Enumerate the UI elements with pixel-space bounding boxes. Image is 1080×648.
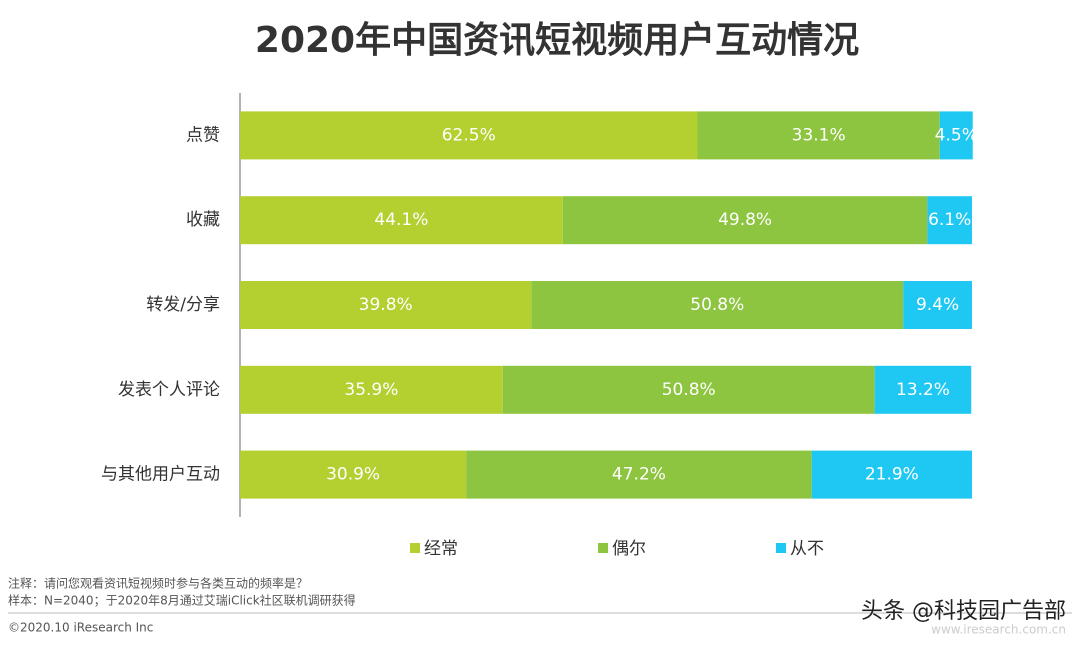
y-tick-label: 点赞 <box>186 125 220 145</box>
bar-segment <box>874 365 972 414</box>
value-label: 62.5% <box>442 125 496 145</box>
note: 注释：请问您观看资讯短视频时参与各类互动的频率是？ <box>8 576 308 591</box>
bar-segment <box>240 111 698 160</box>
value-label: 33.1% <box>792 125 846 145</box>
bar-segment <box>240 281 532 329</box>
value-label: 9.4% <box>916 295 959 315</box>
value-label: 47.2% <box>612 465 666 485</box>
note: 样本：N=2040；于2020年8月通过艾瑞iClick社区联机调研获得 <box>8 593 356 608</box>
legend-swatch <box>776 543 786 553</box>
value-label: 44.1% <box>374 210 428 230</box>
bar-segment <box>531 281 904 329</box>
value-label: 4.5% <box>935 125 978 145</box>
legend-label: 从不 <box>790 539 824 559</box>
legend-swatch <box>598 543 608 553</box>
value-label: 50.8% <box>690 295 744 315</box>
bar-segment <box>939 111 973 160</box>
bar-segment <box>240 450 467 499</box>
bar-segment <box>502 365 875 414</box>
value-label: 50.8% <box>662 380 716 400</box>
bar-segment <box>811 450 972 499</box>
value-label: 39.8% <box>359 295 413 315</box>
legend-label: 经常 <box>424 539 458 559</box>
value-label: 13.2% <box>896 380 950 400</box>
y-tick-label: 收藏 <box>186 210 220 230</box>
y-tick-label: 与其他用户互动 <box>101 465 220 485</box>
legend-swatch <box>410 543 420 553</box>
watermark: 头条 @科技园广告部 <box>861 599 1066 624</box>
y-tick-label: 发表个人评论 <box>118 380 220 400</box>
bar-segment <box>903 281 972 329</box>
bar-segment <box>697 111 940 160</box>
bar-segment <box>240 365 503 414</box>
source-url: www.iresearch.com.cn <box>931 623 1066 637</box>
value-label: 35.9% <box>344 380 398 400</box>
value-label: 6.1% <box>928 210 971 230</box>
value-label: 21.9% <box>865 465 919 485</box>
legend-label: 偶尔 <box>612 539 646 559</box>
y-tick-label: 转发/分享 <box>146 295 220 315</box>
value-label: 49.8% <box>718 210 772 230</box>
bar-segment <box>927 196 972 245</box>
copyright: ©2020.10 iResearch Inc <box>8 621 153 635</box>
bar-segment <box>240 196 563 245</box>
bar-segment <box>466 450 812 499</box>
bar-segment <box>562 196 928 245</box>
chart-title: 2020年中国资讯短视频用户互动情况 <box>255 20 859 61</box>
value-label: 30.9% <box>326 465 380 485</box>
